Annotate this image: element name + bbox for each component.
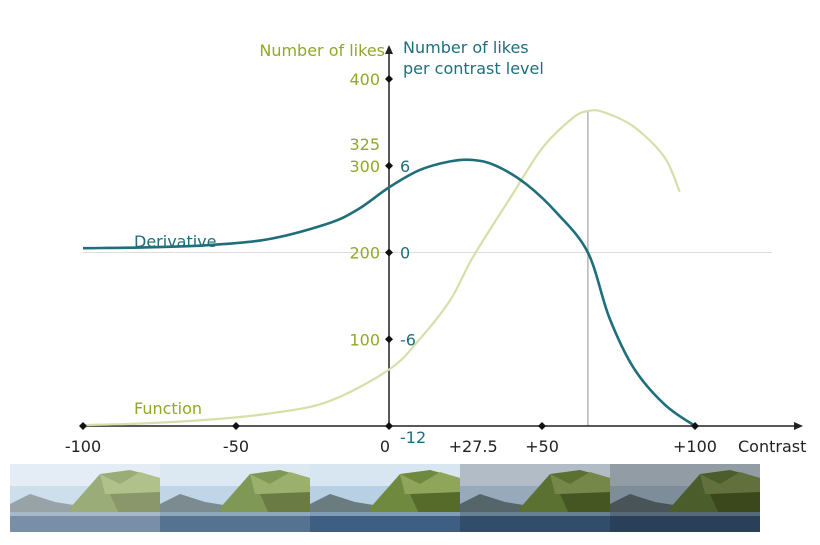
x-tick-label: +27.5	[449, 437, 498, 456]
photo-strip	[10, 464, 760, 532]
left-tick-marker	[385, 335, 393, 344]
x-tick-marker	[79, 422, 87, 430]
left-tick-marker	[385, 161, 393, 170]
photo-frame	[310, 464, 460, 532]
x-axis-title: Contrast	[738, 437, 806, 456]
right-tick-label: 6	[400, 157, 410, 176]
photo-frame	[610, 464, 760, 532]
x-tick-label: +50	[525, 437, 559, 456]
photo-frame	[160, 464, 310, 532]
x-tick-label: 0	[380, 437, 390, 456]
right-axis-title-line2: per contrast level	[403, 59, 544, 78]
series-label-derivative: Derivative	[134, 232, 217, 251]
series-line-function	[82, 109, 681, 427]
tick-group: -100 -50 0 +27.5 +50 +100 100 200 300 325 400 -12 -6…	[65, 70, 717, 456]
left-axis-title: Number of likes	[259, 41, 385, 60]
left-tick-label: 400	[349, 70, 380, 89]
left-tick-marker	[385, 248, 393, 257]
left-tick-label: 100	[349, 330, 380, 349]
left-tick-label: 200	[349, 244, 380, 263]
left-tick-marker	[385, 75, 393, 83]
series-line-derivative	[82, 158, 696, 428]
x-tick-label: +100	[673, 437, 717, 456]
y-axis-arrow	[385, 45, 393, 54]
x-tick-marker	[538, 422, 546, 430]
photo-frame	[10, 464, 160, 532]
left-tick-label: 300	[349, 157, 380, 176]
right-tick-label: -6	[400, 330, 416, 349]
series-label-function: Function	[134, 399, 202, 418]
x-tick-marker	[232, 422, 240, 430]
x-tick-label: -50	[223, 437, 249, 456]
right-axis-title-line1: Number of likes	[403, 38, 529, 57]
x-tick-marker	[691, 422, 699, 430]
x-tick-label: -100	[65, 437, 101, 456]
x-axis-arrow	[794, 422, 803, 430]
right-tick-label: -12	[400, 428, 426, 447]
photo-frame	[460, 464, 610, 532]
right-tick-label: 0	[400, 244, 410, 263]
left-tick-label: 325	[349, 135, 380, 154]
origin-marker	[385, 422, 393, 430]
